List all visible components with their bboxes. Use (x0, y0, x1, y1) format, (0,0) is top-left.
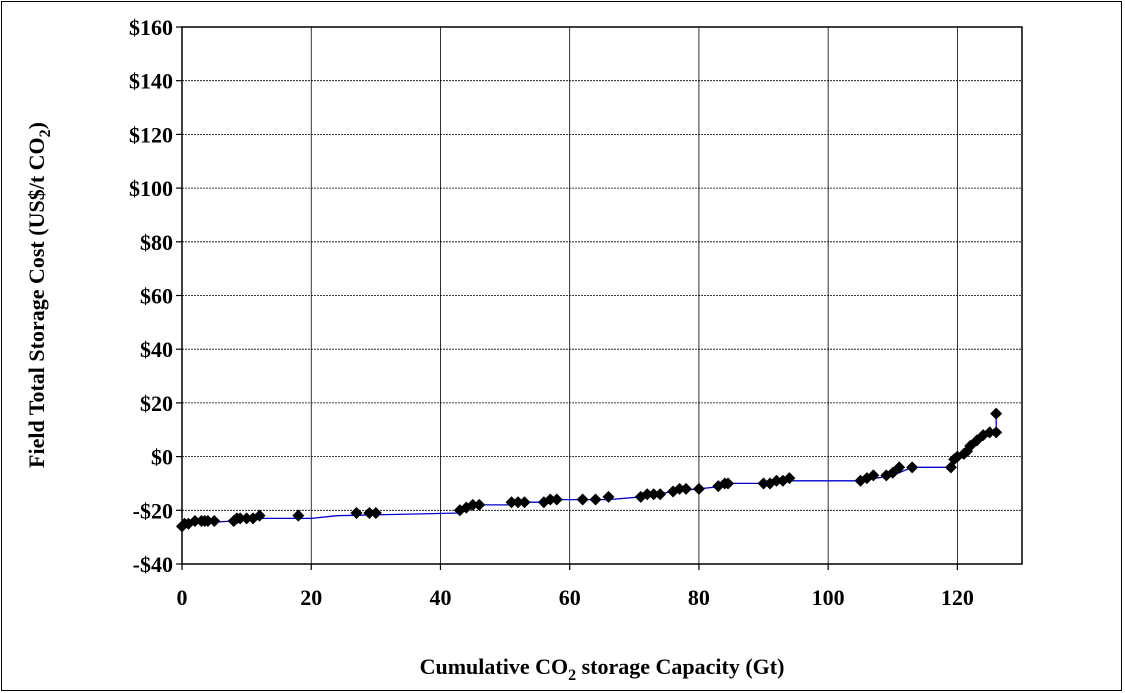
y-axis-title: Field Total Storage Cost (US$/t CO2) (24, 122, 54, 468)
x-axis-ticks: 0 20 40 60 80 100 120 (177, 564, 974, 610)
y-axis-title-post: ) (24, 122, 49, 129)
x-axis-title: Cumulative CO2 storage Capacity (Gt) (420, 654, 785, 684)
data-point-marker (983, 426, 996, 439)
y-tick-label: $100 (129, 176, 173, 201)
data-point-marker (350, 506, 363, 519)
data-point-marker (466, 498, 479, 511)
x-tick-label: 100 (812, 585, 845, 610)
y-axis-title-sub: 2 (37, 129, 54, 137)
data-point-marker (369, 506, 382, 519)
data-point-marker (602, 490, 615, 503)
data-point-marker (757, 477, 770, 490)
x-axis-title-sub: 2 (568, 667, 576, 684)
x-tick-label: 40 (429, 585, 451, 610)
data-point-marker (505, 496, 518, 509)
data-point-marker (673, 482, 686, 495)
data-point-marker (544, 493, 557, 506)
data-point-marker (518, 496, 531, 509)
data-point-marker (770, 474, 783, 487)
x-axis-title-pre: Cumulative CO (420, 654, 569, 679)
y-tick-label: $140 (129, 69, 173, 94)
x-tick-label: 80 (688, 585, 710, 610)
data-series (176, 407, 1003, 533)
data-point-marker (201, 515, 214, 528)
y-tick-label: $120 (129, 122, 173, 147)
data-point-marker (292, 509, 305, 522)
x-tick-label: 120 (941, 585, 974, 610)
y-tick-label: $160 (129, 15, 173, 40)
data-point-marker (247, 512, 260, 525)
y-tick-label: $40 (140, 337, 173, 362)
data-point-marker (867, 469, 880, 482)
y-tick-label: $20 (140, 391, 173, 416)
data-point-marker (576, 493, 589, 506)
data-point-marker (680, 482, 692, 495)
data-point-marker (589, 493, 602, 506)
x-tick-label: 60 (559, 585, 581, 610)
data-point-marker (692, 482, 705, 495)
y-tick-label: $80 (140, 230, 173, 255)
y-axis-title-pre: Field Total Storage Cost (US$/t CO (24, 137, 49, 468)
data-point-marker (722, 477, 734, 490)
data-point-marker (893, 461, 906, 474)
data-point-marker (641, 488, 654, 501)
data-point-marker (363, 506, 376, 519)
y-tick-label: -$40 (133, 552, 173, 577)
y-tick-label: -$20 (133, 498, 173, 523)
data-point-marker (550, 493, 563, 506)
data-point-marker (990, 426, 1003, 439)
y-axis-ticks: -$40 -$20 $0 $20 $40 $60 $80 $100 $120 $140 $160 (129, 15, 182, 577)
data-point-marker (512, 496, 524, 509)
data-point-marker (234, 512, 247, 525)
data-point-marker (473, 498, 486, 511)
x-axis-title-post: storage Capacity (Gt) (576, 654, 784, 679)
data-point-marker (654, 488, 667, 501)
data-point-marker (208, 515, 221, 528)
data-point-marker (906, 461, 919, 474)
data-point-marker (783, 472, 796, 485)
data-point-marker (253, 509, 266, 522)
gridlines (182, 27, 1022, 564)
y-tick-label: $0 (151, 445, 173, 470)
data-point-marker (188, 515, 201, 528)
data-point-marker (647, 488, 660, 501)
data-point-marker (990, 407, 1003, 420)
y-tick-label: $60 (140, 284, 173, 309)
x-tick-label: 0 (177, 585, 188, 610)
x-tick-label: 20 (300, 585, 322, 610)
data-point-marker (240, 512, 253, 525)
